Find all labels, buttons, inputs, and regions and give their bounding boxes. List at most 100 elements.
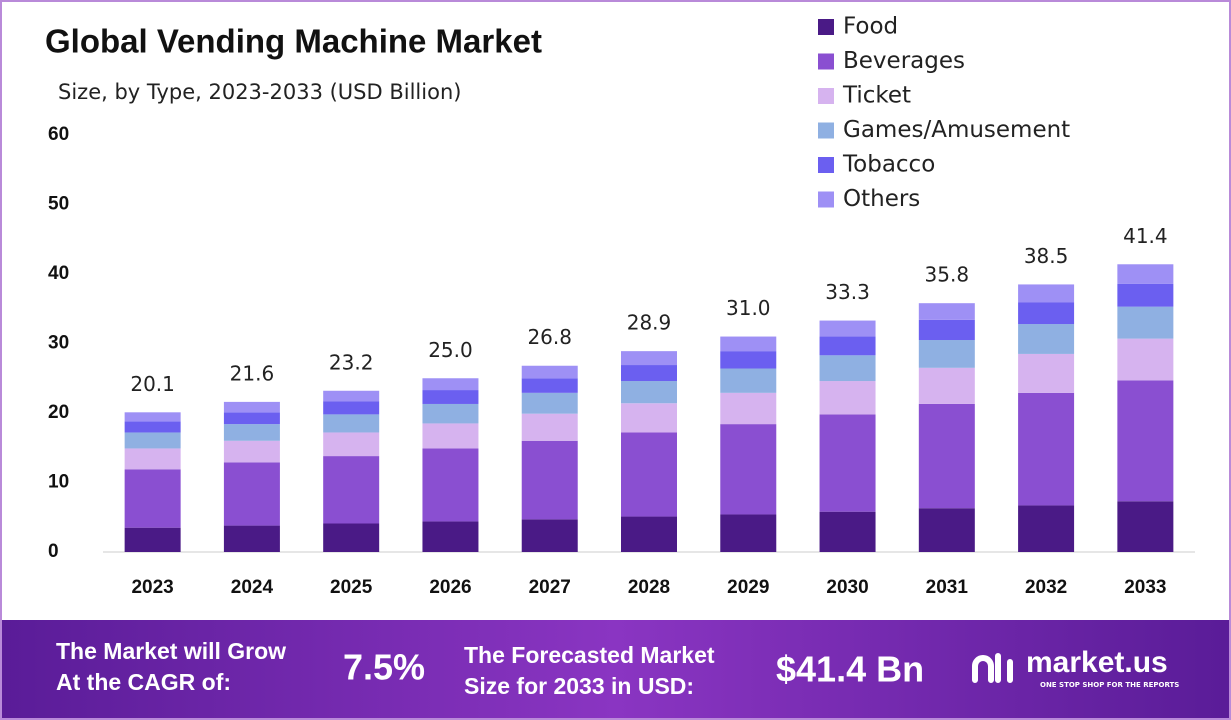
bar-segment xyxy=(1117,264,1174,284)
total-label: 23.2 xyxy=(329,350,374,374)
forecast-text: Size for 2033 in USD: xyxy=(464,673,694,699)
bar-segment xyxy=(124,432,181,449)
y-tick-label: 10 xyxy=(48,472,69,493)
cagr-text: The Market will Grow xyxy=(56,638,286,664)
bar-segment xyxy=(1018,284,1075,303)
bar-segment xyxy=(1117,306,1174,339)
bar-segment xyxy=(918,508,975,552)
x-tick-label: 2024 xyxy=(231,577,274,598)
legend-label: Others xyxy=(843,186,920,212)
brand-name: market.us xyxy=(1026,646,1168,679)
legend-swatch xyxy=(818,122,834,139)
bar-segment xyxy=(621,381,677,404)
bar-segment xyxy=(124,421,181,433)
legend-swatch xyxy=(818,191,834,208)
x-tick-label: 2031 xyxy=(926,577,969,598)
bar-segment xyxy=(223,525,280,552)
bar-segment xyxy=(1117,283,1174,307)
bar-segment xyxy=(124,469,181,528)
y-tick-label: 50 xyxy=(48,194,69,215)
bar-segment xyxy=(819,320,876,337)
bar-segment xyxy=(918,367,975,404)
footer-band xyxy=(2,620,1229,718)
total-label: 31.0 xyxy=(726,296,771,320)
bar-segment xyxy=(422,521,479,552)
brand-logo: market.us ONE STOP SHOP FOR THE REPORTS xyxy=(972,646,1179,689)
bar-segment xyxy=(621,432,677,517)
bar-segment xyxy=(918,319,975,341)
bar-segment xyxy=(1117,380,1174,502)
bar-segment xyxy=(422,423,479,449)
bar-segment xyxy=(323,523,380,552)
x-tick-label: 2030 xyxy=(826,577,868,598)
legend-swatch xyxy=(818,19,834,35)
total-label: 33.3 xyxy=(825,280,870,304)
total-label: 35.8 xyxy=(925,263,970,287)
total-label: 25.0 xyxy=(428,338,473,362)
bar-segment xyxy=(819,511,876,552)
total-label: 21.6 xyxy=(230,361,275,385)
bar-segment xyxy=(1018,353,1075,393)
bar-segment xyxy=(521,440,578,520)
total-label: 38.5 xyxy=(1024,244,1069,268)
total-label: 28.9 xyxy=(627,311,672,335)
bar-segment xyxy=(819,414,876,512)
bar-segment xyxy=(422,390,479,404)
legend-label: Tobacco xyxy=(842,152,935,178)
bar-segment xyxy=(621,403,677,433)
bar-segment xyxy=(521,365,578,379)
bar-segment xyxy=(819,381,876,415)
bar-segment xyxy=(223,412,280,425)
bar-segment xyxy=(223,424,280,441)
y-tick-label: 60 xyxy=(48,124,69,145)
cagr-value: 7.5% xyxy=(343,647,425,688)
bar-segment xyxy=(1018,505,1075,552)
chart-subtitle: Size, by Type, 2023-2033 (USD Billion) xyxy=(58,80,461,104)
bar-segment xyxy=(521,519,578,552)
bar-segment xyxy=(323,390,380,402)
y-tick-label: 30 xyxy=(48,333,69,354)
bar-segment xyxy=(323,432,380,457)
forecast-text: The Forecasted Market xyxy=(464,642,715,668)
x-tick-label: 2025 xyxy=(330,577,373,598)
bar-segment xyxy=(720,368,777,393)
bar-segment xyxy=(1018,302,1075,325)
brand-tagline: ONE STOP SHOP FOR THE REPORTS xyxy=(1040,681,1179,689)
bar-segment xyxy=(323,414,380,433)
bar-segment xyxy=(323,456,380,524)
bar-segment xyxy=(720,392,777,425)
chart-title: Global Vending Machine Market xyxy=(45,23,542,60)
legend-swatch xyxy=(818,53,834,70)
bar-segment xyxy=(1117,501,1174,552)
legend-label: Beverages xyxy=(843,48,965,74)
bar-segment xyxy=(124,448,181,470)
y-tick-label: 0 xyxy=(48,541,59,562)
y-tick-label: 20 xyxy=(48,402,69,423)
bar-segment xyxy=(422,403,479,424)
bar-segment xyxy=(521,392,578,414)
bar-segment xyxy=(1117,338,1174,381)
bar-segment xyxy=(124,527,181,552)
bar-segment xyxy=(621,365,677,382)
bar-segment xyxy=(819,336,876,356)
x-tick-label: 2027 xyxy=(529,577,571,598)
x-tick-label: 2033 xyxy=(1124,577,1166,598)
total-label: 41.4 xyxy=(1123,224,1168,248)
bar-segment xyxy=(720,351,777,369)
bar-segment xyxy=(1018,324,1075,354)
bar-segment xyxy=(621,516,677,552)
bar-segment xyxy=(223,462,280,526)
bar-segment xyxy=(1018,392,1075,506)
legend-label: Food xyxy=(843,14,898,40)
bar-segment xyxy=(521,413,578,441)
bar-segment xyxy=(223,401,280,413)
bar-segment xyxy=(223,440,280,463)
legend: Food Beverages Ticket Games/Amusement Tobacc… xyxy=(818,14,1070,212)
bar-segment xyxy=(918,340,975,368)
x-tick-label: 2028 xyxy=(628,577,670,598)
legend-swatch xyxy=(818,88,834,104)
legend-label: Games/Amusement xyxy=(843,117,1070,143)
bar-segment xyxy=(720,514,777,552)
x-tick-label: 2023 xyxy=(131,577,173,598)
bar-segment xyxy=(422,378,479,391)
